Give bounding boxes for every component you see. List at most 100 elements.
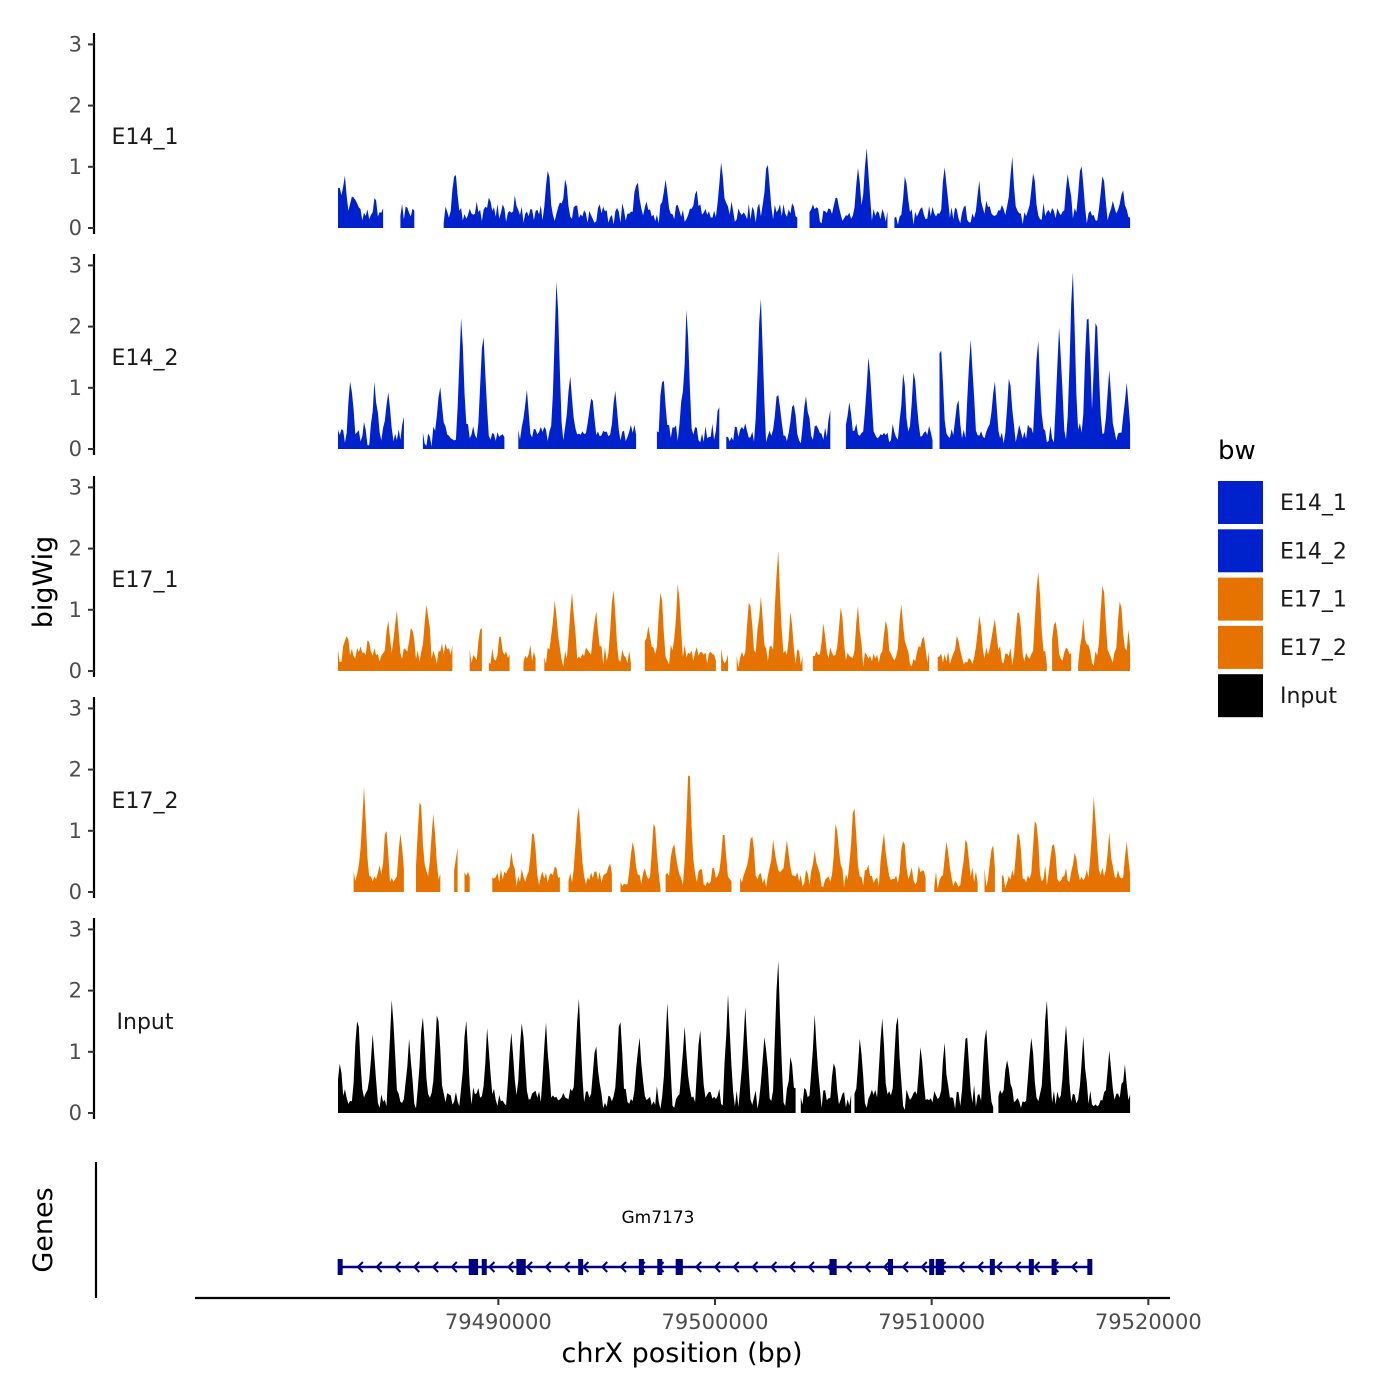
gene-panel-title: Genes <box>28 1187 59 1272</box>
strand-arrow <box>863 1261 872 1273</box>
y-tick-label: 0 <box>69 437 82 461</box>
strand-arrow <box>525 1261 533 1273</box>
signal-area <box>894 156 1131 228</box>
exon <box>657 1259 663 1275</box>
legend-label: E17_2 <box>1280 636 1347 661</box>
y-tick-label: 1 <box>69 598 82 622</box>
y-tick-label: 3 <box>69 475 82 499</box>
exon <box>935 1259 941 1275</box>
x-tick-label: 79510000 <box>878 1310 985 1334</box>
signal-area <box>400 204 415 228</box>
strand-arrow <box>788 1261 796 1273</box>
track-panel-e17-1: 0 1 2 3 E17_1 <box>69 475 1131 683</box>
strand-arrow <box>1070 1261 1078 1273</box>
exon <box>831 1259 837 1275</box>
y-tick-label: 0 <box>69 1101 82 1125</box>
strand-arrow <box>845 1261 853 1273</box>
y-tick-label: 2 <box>69 758 82 782</box>
strand-arrow <box>713 1261 721 1273</box>
signal-area <box>544 590 631 671</box>
track-panels: 0 1 2 3 E14_1 0 1 2 3 E14_2 0 1 2 3 E17_1 0 1 2 3 E17_2 0 1 2 3… <box>69 32 1131 1125</box>
signal-area <box>736 550 803 671</box>
signal-area <box>523 644 536 671</box>
strand-arrow <box>1014 1261 1022 1273</box>
strand-arrow <box>563 1261 571 1273</box>
strand-arrow <box>920 1261 928 1273</box>
strand-arrow <box>582 1261 590 1273</box>
y-axis-title: bigWig <box>28 536 59 629</box>
y-tick-label: 1 <box>69 819 82 843</box>
y-tick-label: 2 <box>69 537 82 561</box>
exon <box>1028 1259 1034 1275</box>
legend-label: E14_1 <box>1280 491 1347 516</box>
signal-area <box>416 802 441 892</box>
legend-swatch <box>1218 577 1263 621</box>
exon <box>516 1259 522 1275</box>
signal-area <box>1078 585 1131 671</box>
strand-arrow <box>488 1261 496 1273</box>
x-tick-label: 79520000 <box>1095 1310 1202 1334</box>
track-panel-e14-2: 0 1 2 3 E14_2 <box>69 253 1131 461</box>
strand-arrow <box>807 1261 815 1273</box>
signal-area <box>338 381 404 449</box>
y-tick-label: 1 <box>69 155 82 179</box>
exon <box>337 1259 343 1275</box>
y-tick-label: 3 <box>69 253 82 277</box>
x-tick-label: 79500000 <box>662 1310 769 1334</box>
strand-arrow <box>882 1261 890 1273</box>
signal-area <box>937 572 1047 671</box>
signal-area <box>338 175 384 228</box>
signal-area <box>656 309 720 449</box>
legend-label: Input <box>1280 684 1337 709</box>
strand-arrow <box>356 1261 364 1273</box>
x-axis: 79490000 79500000 79510000 79520000 <box>195 1296 1202 1334</box>
exon <box>888 1259 893 1275</box>
signal-area <box>464 871 470 892</box>
exon <box>468 1259 474 1275</box>
y-tick-label: 1 <box>69 1040 82 1064</box>
exon <box>929 1259 935 1275</box>
exon <box>1051 1259 1057 1275</box>
x-axis-title: chrX position (bp) <box>561 1338 802 1369</box>
track-label: E14_2 <box>112 346 179 371</box>
signal-area <box>1052 621 1072 671</box>
exon <box>520 1259 526 1275</box>
y-tick-label: 2 <box>69 315 82 339</box>
signal-area <box>422 318 505 449</box>
y-tick-label: 3 <box>69 32 82 56</box>
strand-arrow <box>769 1261 778 1273</box>
track-panel-e17-2: 0 1 2 3 E17_2 <box>69 696 1131 904</box>
strand-arrow <box>600 1261 608 1273</box>
signal-area <box>443 162 798 228</box>
strand-arrow <box>995 1261 1003 1273</box>
signal-area <box>998 1000 1131 1113</box>
legend-swatch <box>1218 625 1263 669</box>
gene-label: Gm7173 <box>622 1208 695 1228</box>
strand-arrow <box>506 1261 514 1273</box>
track-label: E14_1 <box>112 125 179 150</box>
strand-arrow <box>431 1261 439 1273</box>
signal-area <box>568 806 612 892</box>
signal-area <box>492 833 560 892</box>
exon <box>473 1259 479 1275</box>
signal-area <box>726 298 831 449</box>
strand-arrow <box>751 1261 759 1273</box>
track-label: E17_1 <box>112 568 179 593</box>
signal-area <box>338 960 796 1113</box>
y-tick-label: 2 <box>69 979 82 1003</box>
signal-area <box>454 847 458 892</box>
y-tick-label: 3 <box>69 696 82 720</box>
y-tick-label: 1 <box>69 376 82 400</box>
signal-area <box>984 845 995 892</box>
signal-area <box>469 628 482 671</box>
signal-area <box>809 148 888 228</box>
strand-arrow <box>412 1261 420 1273</box>
track-panel-input: 0 1 2 3 Input <box>69 917 1131 1125</box>
strand-arrow <box>901 1261 909 1273</box>
gene-panel: Gm7173 <box>94 1162 1093 1298</box>
signal-area <box>665 775 732 892</box>
signal-area <box>1001 796 1131 892</box>
strand-arrow <box>450 1261 458 1273</box>
strand-arrow <box>1033 1261 1041 1273</box>
